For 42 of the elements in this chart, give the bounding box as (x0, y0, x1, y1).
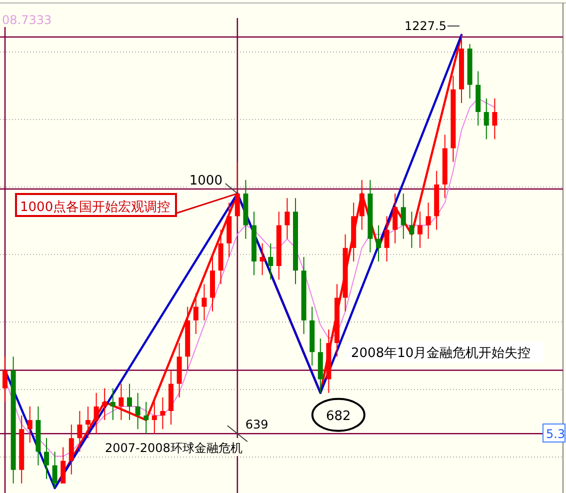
candlestick (284, 198, 290, 240)
text: 08.7333 (2, 13, 52, 27)
candlestick (102, 388, 108, 421)
candlestick (135, 392, 140, 430)
candlestick (376, 224, 381, 262)
candlestick (77, 410, 82, 452)
annotation: 2007-2008环球金融危机 (105, 441, 242, 455)
candlestick (268, 242, 274, 280)
annotation: 682 (326, 408, 351, 424)
candlestick (2, 356, 8, 402)
candlestick (234, 161, 240, 230)
candlestick (202, 284, 207, 321)
text: 5.3 (546, 427, 566, 441)
candlestick (418, 211, 422, 248)
candlestick (68, 424, 74, 475)
candlestick (118, 383, 124, 421)
candlestick (492, 98, 498, 140)
annotation: 1000点各国开始宏观调控 (20, 199, 170, 215)
candlestick (160, 396, 166, 430)
candlestick (60, 446, 66, 484)
candlestick (152, 401, 157, 434)
candlestick (144, 401, 149, 434)
candlestick (27, 406, 32, 444)
candlestick (484, 98, 489, 140)
annotation: 1000 (189, 174, 222, 189)
candlestick (52, 451, 58, 488)
text: 1227.5 (404, 19, 446, 33)
candlestick (193, 292, 198, 334)
candlestick (94, 392, 99, 434)
candlestick (110, 388, 116, 421)
candlestick (384, 216, 390, 262)
candlestick (359, 179, 364, 230)
annotation: 2008年10月金融危机开始失控 (351, 346, 531, 361)
candlestick (409, 211, 414, 248)
candlestick (392, 193, 398, 244)
candlestick (400, 193, 406, 240)
annotation: 639 (245, 418, 268, 432)
candlestick (260, 242, 265, 276)
candlestick (86, 406, 90, 439)
candlestick (426, 202, 431, 240)
candlestick (44, 438, 49, 480)
candlestick (127, 383, 132, 421)
